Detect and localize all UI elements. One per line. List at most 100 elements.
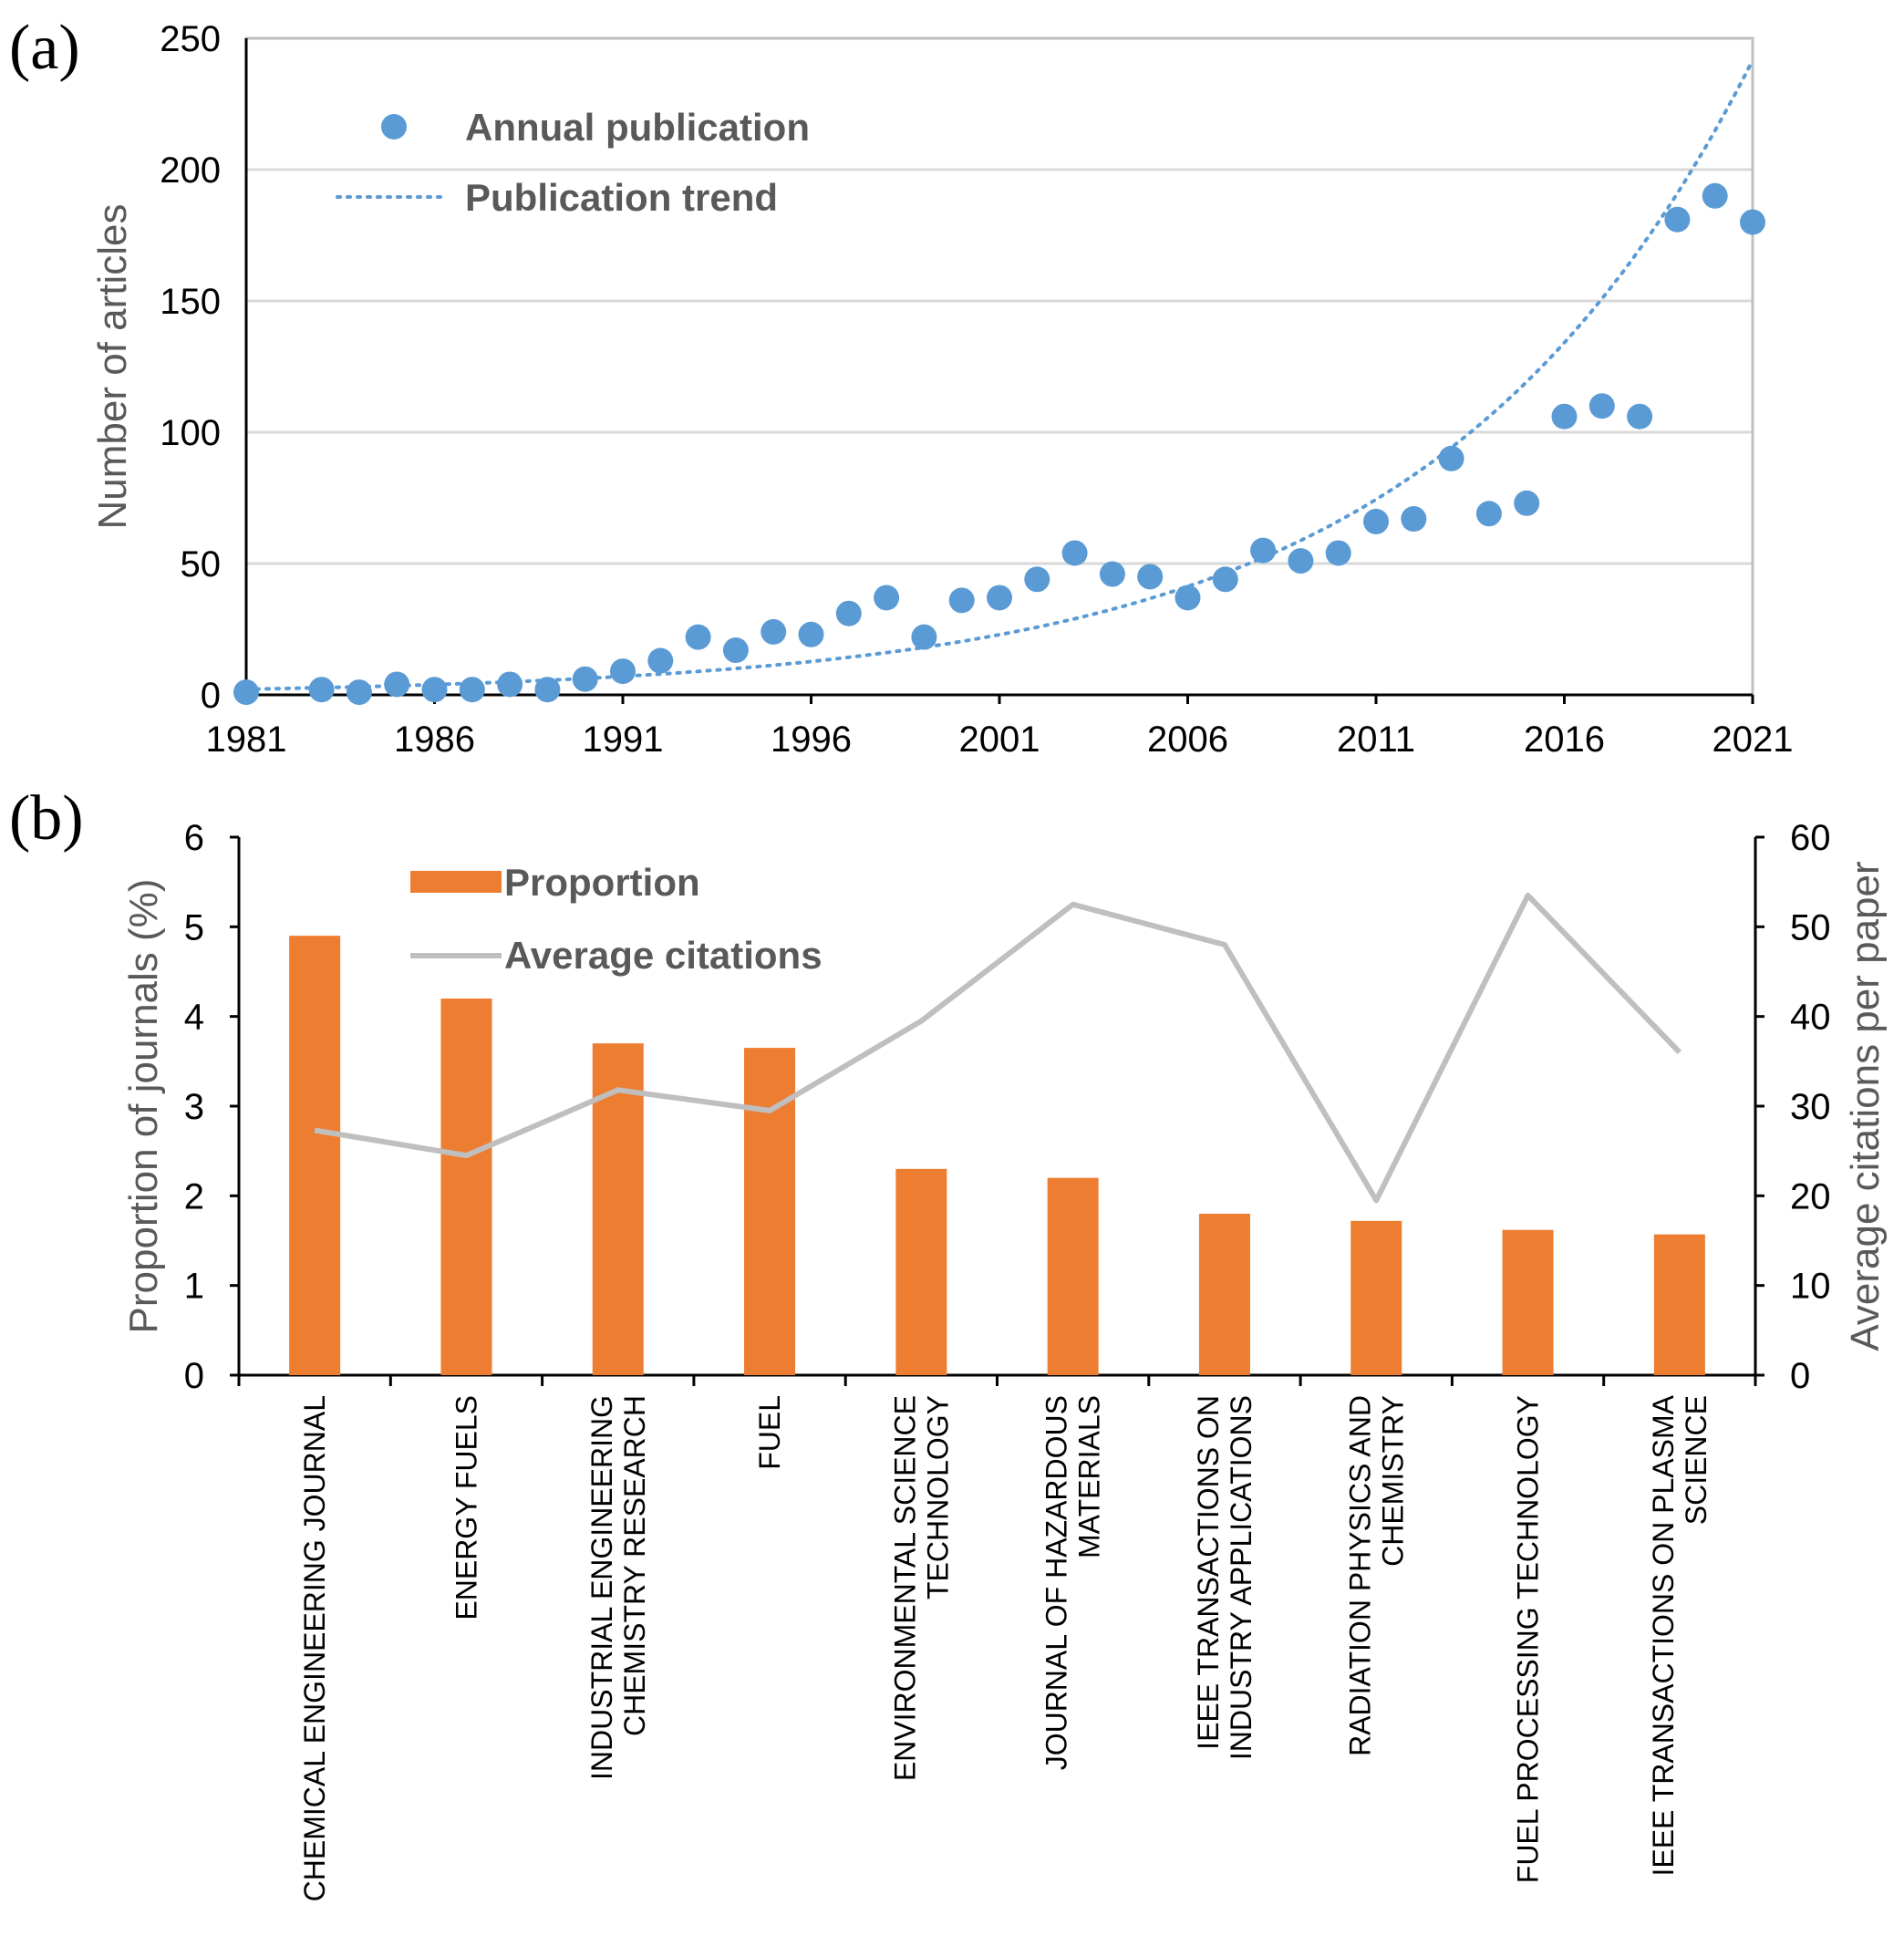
left-y-tick-label-4: 4 <box>184 998 204 1038</box>
data-point-2017 <box>1588 393 1615 419</box>
data-point-1993 <box>685 624 711 650</box>
data-point-1995 <box>761 618 787 645</box>
x-tick-label-1981: 1981 <box>206 719 287 760</box>
x-tick-label-2011: 2011 <box>1337 719 1415 760</box>
data-point-2005 <box>1137 564 1164 590</box>
data-point-1987 <box>459 677 485 703</box>
data-point-1996 <box>798 621 824 647</box>
y-tick-label-200: 200 <box>160 150 221 191</box>
chart-a-y-axis-title: Number of articles <box>90 203 135 529</box>
data-point-1992 <box>647 647 674 674</box>
chart-a-points <box>233 182 1765 706</box>
data-point-2007 <box>1212 566 1238 593</box>
legend-marker-proportion <box>410 871 502 893</box>
data-point-2002 <box>1024 566 1050 593</box>
category-label-line: ENERGY FUELS <box>450 1395 482 1620</box>
data-point-1986 <box>421 677 448 703</box>
data-point-1983 <box>308 677 335 703</box>
bar-7 <box>1350 1220 1402 1375</box>
left-y-tick-label-1: 1 <box>184 1267 204 1307</box>
right-y-tick-label-30: 30 <box>1790 1087 1831 1127</box>
data-point-2013 <box>1438 445 1464 471</box>
chart-a-legend: Annual publication Publication trend <box>336 106 810 219</box>
category-label-3: FUEL <box>753 1395 786 1470</box>
right-y-tick-label-10: 10 <box>1790 1267 1831 1307</box>
bar-0 <box>289 936 341 1375</box>
chart-b-left-y-axis-title: Proportion of journals (%) <box>121 879 166 1334</box>
category-label-line: CHEMICAL ENGINEERING JOURNAL <box>298 1395 331 1901</box>
category-label-8: FUEL PROCESSING TECHNOLOGY <box>1512 1395 1545 1883</box>
right-y-tick-label-60: 60 <box>1790 818 1831 858</box>
data-point-2012 <box>1401 506 1427 533</box>
y-tick-label-250: 250 <box>160 19 221 59</box>
y-tick-label-150: 150 <box>160 282 221 322</box>
category-label-line: MATERIALS <box>1073 1395 1106 1558</box>
bar-1 <box>440 999 492 1375</box>
category-label-line: FUEL <box>753 1395 786 1470</box>
category-label-line: IEEE TRANSACTIONS ON <box>1192 1395 1225 1750</box>
left-y-tick-label-0: 0 <box>184 1356 204 1396</box>
data-point-1981 <box>233 679 259 706</box>
data-point-2021 <box>1740 209 1765 235</box>
left-y-tick-label-3: 3 <box>184 1087 204 1127</box>
panel-label-b: (b) <box>9 783 84 854</box>
category-label-line: IEEE TRANSACTIONS ON PLASMA <box>1647 1394 1680 1876</box>
x-tick-label-2021: 2021 <box>1713 719 1794 760</box>
data-point-1985 <box>384 671 410 698</box>
category-label-line: RADIATION PHYSICS AND <box>1343 1395 1376 1756</box>
data-point-2010 <box>1325 540 1351 566</box>
chart-b-legend: Proportion Average citations <box>410 861 823 977</box>
data-point-2008 <box>1250 537 1277 564</box>
category-label-9: IEEE TRANSACTIONS ON PLASMA SCIENCE <box>1647 1394 1713 1876</box>
legend-label-average-citations: Average citations <box>504 934 823 977</box>
data-point-1991 <box>610 658 636 685</box>
data-point-1994 <box>722 637 749 664</box>
data-point-2004 <box>1099 561 1125 587</box>
category-label-line: INDUSTRY APPLICATIONS <box>1225 1395 1257 1760</box>
category-label-1: ENERGY FUELS <box>450 1395 482 1620</box>
category-label-0: CHEMICAL ENGINEERING JOURNAL <box>298 1395 331 1901</box>
left-y-tick-label-2: 2 <box>184 1176 204 1216</box>
legend-marker-annual-publication <box>381 114 407 140</box>
category-label-7: RADIATION PHYSICS AND CHEMISTRY <box>1343 1395 1409 1756</box>
x-tick-label-1991: 1991 <box>583 719 664 760</box>
category-label-line: CHEMISTRY RESEARCH <box>618 1395 651 1736</box>
category-label-line: FUEL PROCESSING TECHNOLOGY <box>1512 1395 1545 1883</box>
x-tick-label-1996: 1996 <box>771 719 852 760</box>
category-label-5: JOURNAL OF HAZARDOUS MATERIALS <box>1040 1395 1106 1770</box>
data-point-1989 <box>534 677 561 703</box>
data-point-2016 <box>1551 403 1578 430</box>
x-tick-label-2006: 2006 <box>1147 719 1228 760</box>
chart-b-category-labels: CHEMICAL ENGINEERING JOURNAL ENERGY FUELS… <box>298 1394 1713 1901</box>
data-point-2014 <box>1475 501 1502 527</box>
legend-label-proportion: Proportion <box>504 861 700 904</box>
category-label-line: ENVIRONMENTAL SCIENCE <box>888 1395 921 1781</box>
y-tick-label-0: 0 <box>201 676 221 716</box>
category-label-line: JOURNAL OF HAZARDOUS <box>1040 1395 1073 1770</box>
panel-label-a: (a) <box>9 13 80 83</box>
data-point-2001 <box>987 585 1012 611</box>
bar-6 <box>1198 1214 1250 1375</box>
left-y-tick-label-5: 5 <box>184 907 204 947</box>
y-tick-label-100: 100 <box>160 413 221 453</box>
data-point-1997 <box>835 600 862 626</box>
x-tick-label-1986: 1986 <box>394 719 475 760</box>
legend-label-publication-trend: Publication trend <box>465 176 778 219</box>
data-point-1998 <box>874 585 900 611</box>
data-point-2020 <box>1702 182 1728 209</box>
data-point-1999 <box>911 624 937 650</box>
chart-b-bars <box>289 936 1705 1375</box>
chart-a-ticks: 0 50 100 150 200 250 1981 1986 1991 1996 2001 2006 2… <box>160 19 1793 760</box>
category-label-line: INDUSTRIAL ENGINEERING <box>585 1395 618 1780</box>
right-y-tick-label-20: 20 <box>1790 1176 1831 1216</box>
bar-8 <box>1502 1229 1554 1375</box>
data-point-1990 <box>572 666 598 692</box>
bar-5 <box>1047 1177 1099 1375</box>
data-point-2006 <box>1174 585 1201 611</box>
right-y-tick-label-40: 40 <box>1790 998 1831 1038</box>
category-label-line: SCIENCE <box>1680 1395 1713 1525</box>
chart-b-right-y-axis-title: Average citations per paper <box>1843 861 1888 1351</box>
